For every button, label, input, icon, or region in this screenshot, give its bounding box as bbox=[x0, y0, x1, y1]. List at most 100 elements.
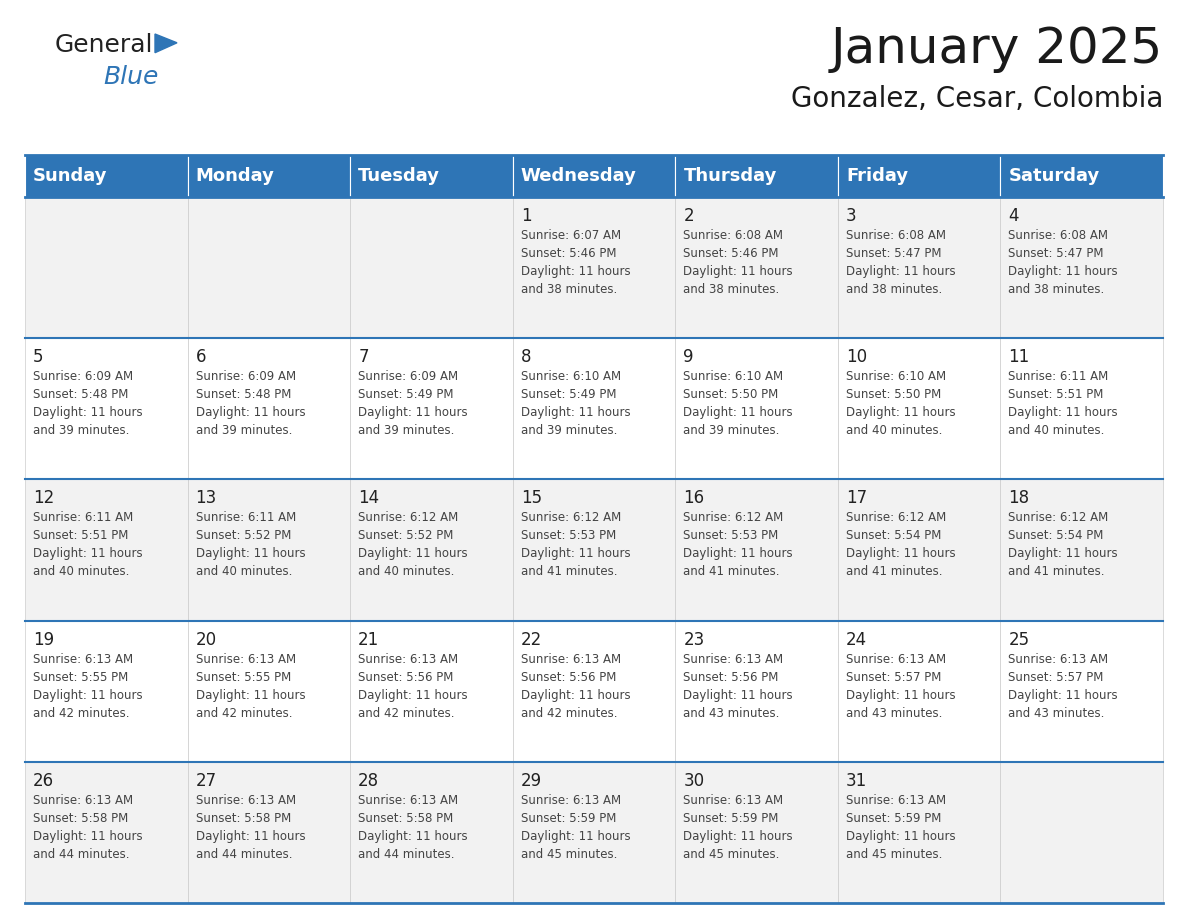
Text: Daylight: 11 hours: Daylight: 11 hours bbox=[196, 830, 305, 843]
Text: Sunrise: 6:13 AM: Sunrise: 6:13 AM bbox=[33, 794, 133, 807]
Bar bbox=[513, 338, 675, 479]
Text: Sunset: 5:48 PM: Sunset: 5:48 PM bbox=[33, 388, 128, 401]
Bar bbox=[350, 479, 513, 621]
Text: Daylight: 11 hours: Daylight: 11 hours bbox=[358, 547, 468, 560]
Text: Sunrise: 6:12 AM: Sunrise: 6:12 AM bbox=[1009, 511, 1108, 524]
Text: 26: 26 bbox=[33, 772, 55, 789]
Text: Sunset: 5:55 PM: Sunset: 5:55 PM bbox=[196, 671, 291, 684]
Text: and 43 minutes.: and 43 minutes. bbox=[1009, 707, 1105, 720]
Text: Tuesday: Tuesday bbox=[359, 167, 441, 185]
Text: 9: 9 bbox=[683, 348, 694, 366]
Bar bbox=[675, 479, 838, 621]
Text: 25: 25 bbox=[1009, 631, 1030, 649]
Text: Sunrise: 6:13 AM: Sunrise: 6:13 AM bbox=[520, 794, 621, 807]
Text: 1: 1 bbox=[520, 207, 531, 225]
Text: Sunset: 5:53 PM: Sunset: 5:53 PM bbox=[520, 530, 615, 543]
Text: Sunset: 5:52 PM: Sunset: 5:52 PM bbox=[358, 530, 454, 543]
Text: and 41 minutes.: and 41 minutes. bbox=[1009, 565, 1105, 578]
Text: Sunrise: 6:10 AM: Sunrise: 6:10 AM bbox=[683, 370, 783, 383]
Text: Sunset: 5:49 PM: Sunset: 5:49 PM bbox=[358, 388, 454, 401]
Text: Daylight: 11 hours: Daylight: 11 hours bbox=[520, 265, 631, 278]
Text: 27: 27 bbox=[196, 772, 216, 789]
Text: Sunrise: 6:10 AM: Sunrise: 6:10 AM bbox=[520, 370, 621, 383]
Bar bbox=[675, 621, 838, 762]
Text: Sunset: 5:53 PM: Sunset: 5:53 PM bbox=[683, 530, 778, 543]
Text: Sunset: 5:58 PM: Sunset: 5:58 PM bbox=[33, 812, 128, 824]
Text: and 40 minutes.: and 40 minutes. bbox=[196, 565, 292, 578]
Text: Daylight: 11 hours: Daylight: 11 hours bbox=[33, 406, 143, 420]
Text: Daylight: 11 hours: Daylight: 11 hours bbox=[1009, 547, 1118, 560]
Text: 2: 2 bbox=[683, 207, 694, 225]
Bar bbox=[513, 155, 675, 197]
Text: Sunrise: 6:11 AM: Sunrise: 6:11 AM bbox=[1009, 370, 1108, 383]
Text: Sunset: 5:55 PM: Sunset: 5:55 PM bbox=[33, 671, 128, 684]
Text: Sunrise: 6:13 AM: Sunrise: 6:13 AM bbox=[683, 794, 783, 807]
Text: Sunday: Sunday bbox=[33, 167, 108, 185]
Text: and 43 minutes.: and 43 minutes. bbox=[846, 707, 942, 720]
Bar bbox=[25, 479, 188, 621]
Text: 29: 29 bbox=[520, 772, 542, 789]
Text: Sunrise: 6:09 AM: Sunrise: 6:09 AM bbox=[196, 370, 296, 383]
Text: and 43 minutes.: and 43 minutes. bbox=[683, 707, 779, 720]
Text: Sunset: 5:46 PM: Sunset: 5:46 PM bbox=[683, 247, 779, 260]
Text: and 38 minutes.: and 38 minutes. bbox=[683, 283, 779, 296]
Text: 13: 13 bbox=[196, 489, 217, 508]
Text: Gonzalez, Cesar, Colombia: Gonzalez, Cesar, Colombia bbox=[791, 85, 1163, 113]
Text: Sunrise: 6:13 AM: Sunrise: 6:13 AM bbox=[846, 794, 946, 807]
Text: Daylight: 11 hours: Daylight: 11 hours bbox=[196, 547, 305, 560]
Bar bbox=[513, 197, 675, 338]
Text: and 40 minutes.: and 40 minutes. bbox=[846, 424, 942, 437]
Text: Sunrise: 6:13 AM: Sunrise: 6:13 AM bbox=[358, 653, 459, 666]
Bar bbox=[1000, 621, 1163, 762]
Bar bbox=[1000, 155, 1163, 197]
Text: and 45 minutes.: and 45 minutes. bbox=[846, 848, 942, 861]
Text: 15: 15 bbox=[520, 489, 542, 508]
Text: Daylight: 11 hours: Daylight: 11 hours bbox=[358, 406, 468, 420]
Text: and 45 minutes.: and 45 minutes. bbox=[683, 848, 779, 861]
Bar bbox=[675, 197, 838, 338]
Text: Daylight: 11 hours: Daylight: 11 hours bbox=[33, 830, 143, 843]
Text: 16: 16 bbox=[683, 489, 704, 508]
Text: 18: 18 bbox=[1009, 489, 1030, 508]
Bar bbox=[838, 155, 1000, 197]
Text: and 40 minutes.: and 40 minutes. bbox=[33, 565, 129, 578]
Text: Sunrise: 6:12 AM: Sunrise: 6:12 AM bbox=[358, 511, 459, 524]
Text: Friday: Friday bbox=[846, 167, 908, 185]
Text: and 41 minutes.: and 41 minutes. bbox=[520, 565, 618, 578]
Text: 10: 10 bbox=[846, 348, 867, 366]
Text: Sunset: 5:54 PM: Sunset: 5:54 PM bbox=[1009, 530, 1104, 543]
Text: Daylight: 11 hours: Daylight: 11 hours bbox=[683, 688, 792, 701]
Text: 28: 28 bbox=[358, 772, 379, 789]
Text: Sunrise: 6:08 AM: Sunrise: 6:08 AM bbox=[683, 229, 783, 242]
Text: and 39 minutes.: and 39 minutes. bbox=[358, 424, 455, 437]
Text: Sunrise: 6:13 AM: Sunrise: 6:13 AM bbox=[358, 794, 459, 807]
Text: Thursday: Thursday bbox=[683, 167, 777, 185]
Text: Daylight: 11 hours: Daylight: 11 hours bbox=[846, 547, 955, 560]
Text: 17: 17 bbox=[846, 489, 867, 508]
Text: Sunrise: 6:09 AM: Sunrise: 6:09 AM bbox=[33, 370, 133, 383]
Text: Wednesday: Wednesday bbox=[520, 167, 637, 185]
Text: and 44 minutes.: and 44 minutes. bbox=[358, 848, 455, 861]
Text: 20: 20 bbox=[196, 631, 216, 649]
Text: Daylight: 11 hours: Daylight: 11 hours bbox=[846, 688, 955, 701]
Text: Sunrise: 6:12 AM: Sunrise: 6:12 AM bbox=[846, 511, 946, 524]
Text: Sunset: 5:50 PM: Sunset: 5:50 PM bbox=[846, 388, 941, 401]
Bar bbox=[188, 762, 350, 903]
Text: Sunrise: 6:13 AM: Sunrise: 6:13 AM bbox=[1009, 653, 1108, 666]
Text: Daylight: 11 hours: Daylight: 11 hours bbox=[358, 688, 468, 701]
Text: and 40 minutes.: and 40 minutes. bbox=[1009, 424, 1105, 437]
Bar bbox=[350, 338, 513, 479]
Text: Daylight: 11 hours: Daylight: 11 hours bbox=[683, 265, 792, 278]
Text: Daylight: 11 hours: Daylight: 11 hours bbox=[520, 406, 631, 420]
Text: Sunset: 5:56 PM: Sunset: 5:56 PM bbox=[358, 671, 454, 684]
Text: and 45 minutes.: and 45 minutes. bbox=[520, 848, 617, 861]
Text: Sunrise: 6:13 AM: Sunrise: 6:13 AM bbox=[33, 653, 133, 666]
Text: Sunset: 5:57 PM: Sunset: 5:57 PM bbox=[846, 671, 941, 684]
Text: Daylight: 11 hours: Daylight: 11 hours bbox=[1009, 688, 1118, 701]
Text: and 41 minutes.: and 41 minutes. bbox=[683, 565, 779, 578]
Text: and 44 minutes.: and 44 minutes. bbox=[33, 848, 129, 861]
Text: Sunset: 5:59 PM: Sunset: 5:59 PM bbox=[683, 812, 778, 824]
Text: January 2025: January 2025 bbox=[830, 25, 1163, 73]
Text: Sunset: 5:56 PM: Sunset: 5:56 PM bbox=[683, 671, 778, 684]
Text: Sunset: 5:48 PM: Sunset: 5:48 PM bbox=[196, 388, 291, 401]
